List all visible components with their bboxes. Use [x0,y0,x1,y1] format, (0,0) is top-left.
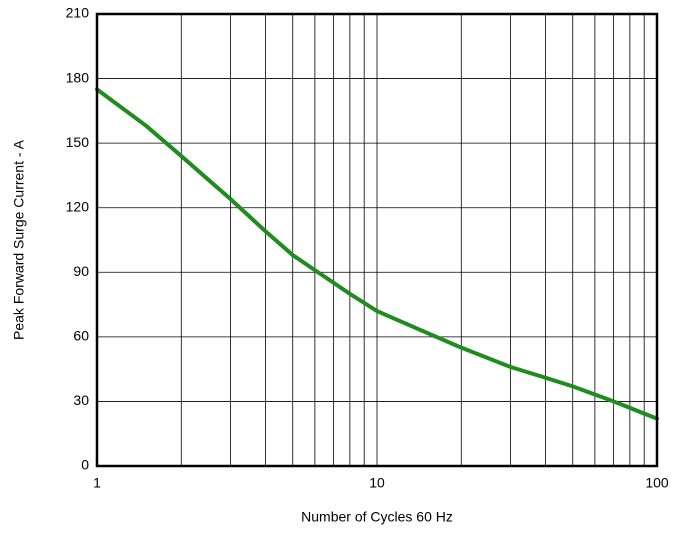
y-tick-label: 30 [73,392,89,408]
y-tick-label: 90 [73,263,89,279]
x-tick-label: 100 [645,475,669,491]
y-tick-label: 180 [66,69,90,85]
x-tick-label: 1 [93,475,101,491]
plot-frame [95,12,659,468]
y-axis-label: Peak Forward Surge Current - A [11,139,27,340]
y-tick-label: 210 [66,5,90,21]
y-tick-label: 60 [73,328,89,344]
y-tick-label: 120 [66,198,90,214]
y-tick-label: 150 [66,134,90,150]
data-line [95,87,659,421]
x-axis-label: Number of Cycles 60 Hz [301,509,453,525]
y-tick-label: 0 [81,457,89,473]
x-tick-label: 10 [369,475,385,491]
